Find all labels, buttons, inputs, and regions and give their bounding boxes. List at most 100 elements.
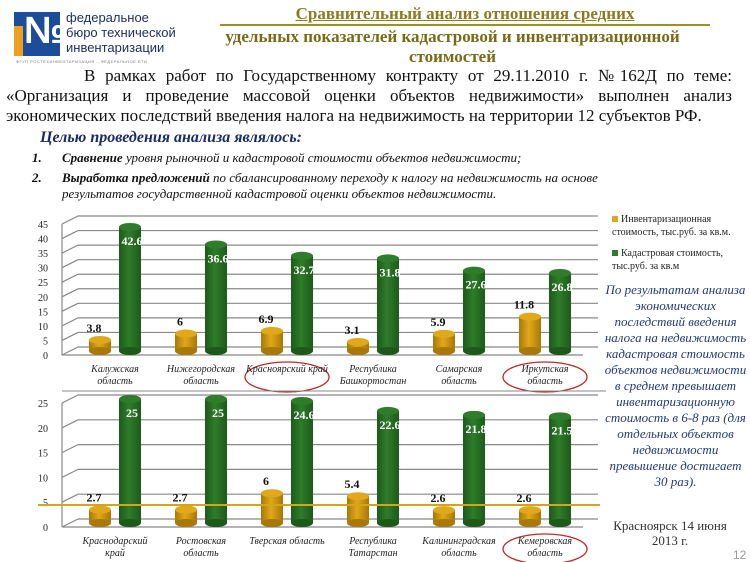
gridline-depth <box>61 317 79 327</box>
y-tick-label: 20 <box>38 293 48 304</box>
bar-base <box>291 347 313 355</box>
data-label: 2.6 <box>517 491 532 505</box>
y-tick-label: 5 <box>43 498 48 509</box>
bar-base <box>347 347 369 355</box>
bar-top <box>205 395 227 403</box>
bar-base <box>291 519 313 527</box>
highlight-circle <box>502 533 588 562</box>
x-tick-label: Иркутская область <box>521 364 569 387</box>
bar-top <box>377 406 399 415</box>
legend-item: Кадастровая стоимость, тыс.руб. за кв.м <box>612 247 747 273</box>
data-label: 26.8 <box>552 280 573 294</box>
bar <box>347 341 369 351</box>
bar-top <box>89 335 111 344</box>
logo-line: федеральное <box>66 10 149 25</box>
bar <box>463 270 485 351</box>
bar <box>89 339 111 351</box>
bar-top <box>463 410 485 419</box>
gridline-depth <box>61 230 79 240</box>
bar <box>291 400 313 523</box>
legend-item: Инвентаризационная стоимость, тыс.руб. з… <box>612 213 747 239</box>
y-tick-label: 35 <box>38 249 48 260</box>
legend-swatch <box>612 216 618 222</box>
data-label: 21.5 <box>552 423 573 437</box>
gridline-depth <box>61 273 79 283</box>
logo-accent <box>14 26 23 56</box>
data-label: 36.6 <box>208 251 229 265</box>
gridline-depth <box>61 259 79 269</box>
bar <box>463 414 485 523</box>
bar-base <box>175 347 197 355</box>
gridline-depth <box>61 468 79 478</box>
bar <box>377 410 399 523</box>
x-tick-label: Калужская область <box>91 364 139 387</box>
x-tick-label: Калининградская область <box>422 536 496 559</box>
gridline-depth <box>61 444 79 454</box>
bar-base <box>89 519 111 527</box>
y-tick-label: 10 <box>38 322 48 333</box>
x-tick-label: Нижегородская область <box>166 364 236 387</box>
highlight-circle <box>502 361 588 393</box>
bar-top <box>261 489 283 498</box>
x-tick-label: Самарская область <box>435 364 483 387</box>
list-item: 1. Сравнение уровня рыночной и кадастров… <box>32 150 672 166</box>
bar-base <box>119 519 141 527</box>
footer-text: Красноярск 14 июня 2013 г. <box>613 518 727 548</box>
bar <box>261 330 283 351</box>
y-tick-label: 15 <box>38 449 48 460</box>
logo-line: бюро технической <box>66 25 176 40</box>
bar-top <box>433 506 455 515</box>
bar-top <box>519 506 541 515</box>
bar-top <box>119 222 141 231</box>
bar <box>119 399 141 523</box>
title-line-1: Сравнительный анализ отношения средних <box>220 4 710 26</box>
data-label: 2.7 <box>173 491 188 505</box>
data-label: 42.6 <box>122 234 143 248</box>
x-tick-label: Ростовская область <box>175 536 227 559</box>
data-label: 31.8 <box>380 265 401 279</box>
y-tick-label: 0 <box>43 523 48 534</box>
bar-base <box>261 519 283 527</box>
title-line-2: удельных показателей кадастровой и инвен… <box>225 27 680 66</box>
legend-label: Инвентаризационная стоимость, тыс.руб. з… <box>612 214 731 238</box>
y-tick-label: 5 <box>43 336 48 347</box>
y-tick-label: 25 <box>38 399 48 410</box>
gridline-depth <box>61 215 79 225</box>
bar-top <box>347 337 369 346</box>
bar-top <box>549 268 571 277</box>
y-tick-label: 25 <box>38 278 48 289</box>
bar <box>175 333 197 351</box>
bar-base <box>205 519 227 527</box>
bar-base <box>549 347 571 355</box>
x-tick-label: Кемеровская область <box>517 536 573 559</box>
y-tick-label: 20 <box>38 424 48 435</box>
gridline-depth <box>61 244 79 254</box>
bar <box>291 255 313 351</box>
bar-top <box>205 240 227 249</box>
data-label: 25 <box>212 406 224 420</box>
bar <box>433 333 455 351</box>
logo-subtitle: ФГУП РОСТЕХИНВЕНТАРИЗАЦИЯ – ФЕДЕРАЛЬНОЕ … <box>16 59 148 64</box>
bar-base <box>433 347 455 355</box>
bar-top <box>377 254 399 263</box>
bar-top <box>175 505 197 514</box>
bar-base <box>205 347 227 355</box>
data-label: 5.4 <box>345 477 360 491</box>
y-tick-label: 15 <box>38 307 48 318</box>
bar-top <box>291 396 313 405</box>
bar-top <box>347 492 369 501</box>
bar-base <box>119 347 141 355</box>
bar-base <box>377 347 399 355</box>
y-tick-label: 30 <box>38 264 48 275</box>
intro-paragraph: В рамках работ по Государственному контр… <box>6 66 732 125</box>
data-label: 6 <box>177 315 183 329</box>
data-label: 11.8 <box>514 298 534 312</box>
logo-glyph: № <box>24 10 67 52</box>
y-tick-label: 40 <box>38 235 48 246</box>
gridline-depth <box>61 288 79 298</box>
bar <box>347 496 369 523</box>
y-tick-label: 10 <box>38 473 48 484</box>
bar-top <box>291 251 313 260</box>
